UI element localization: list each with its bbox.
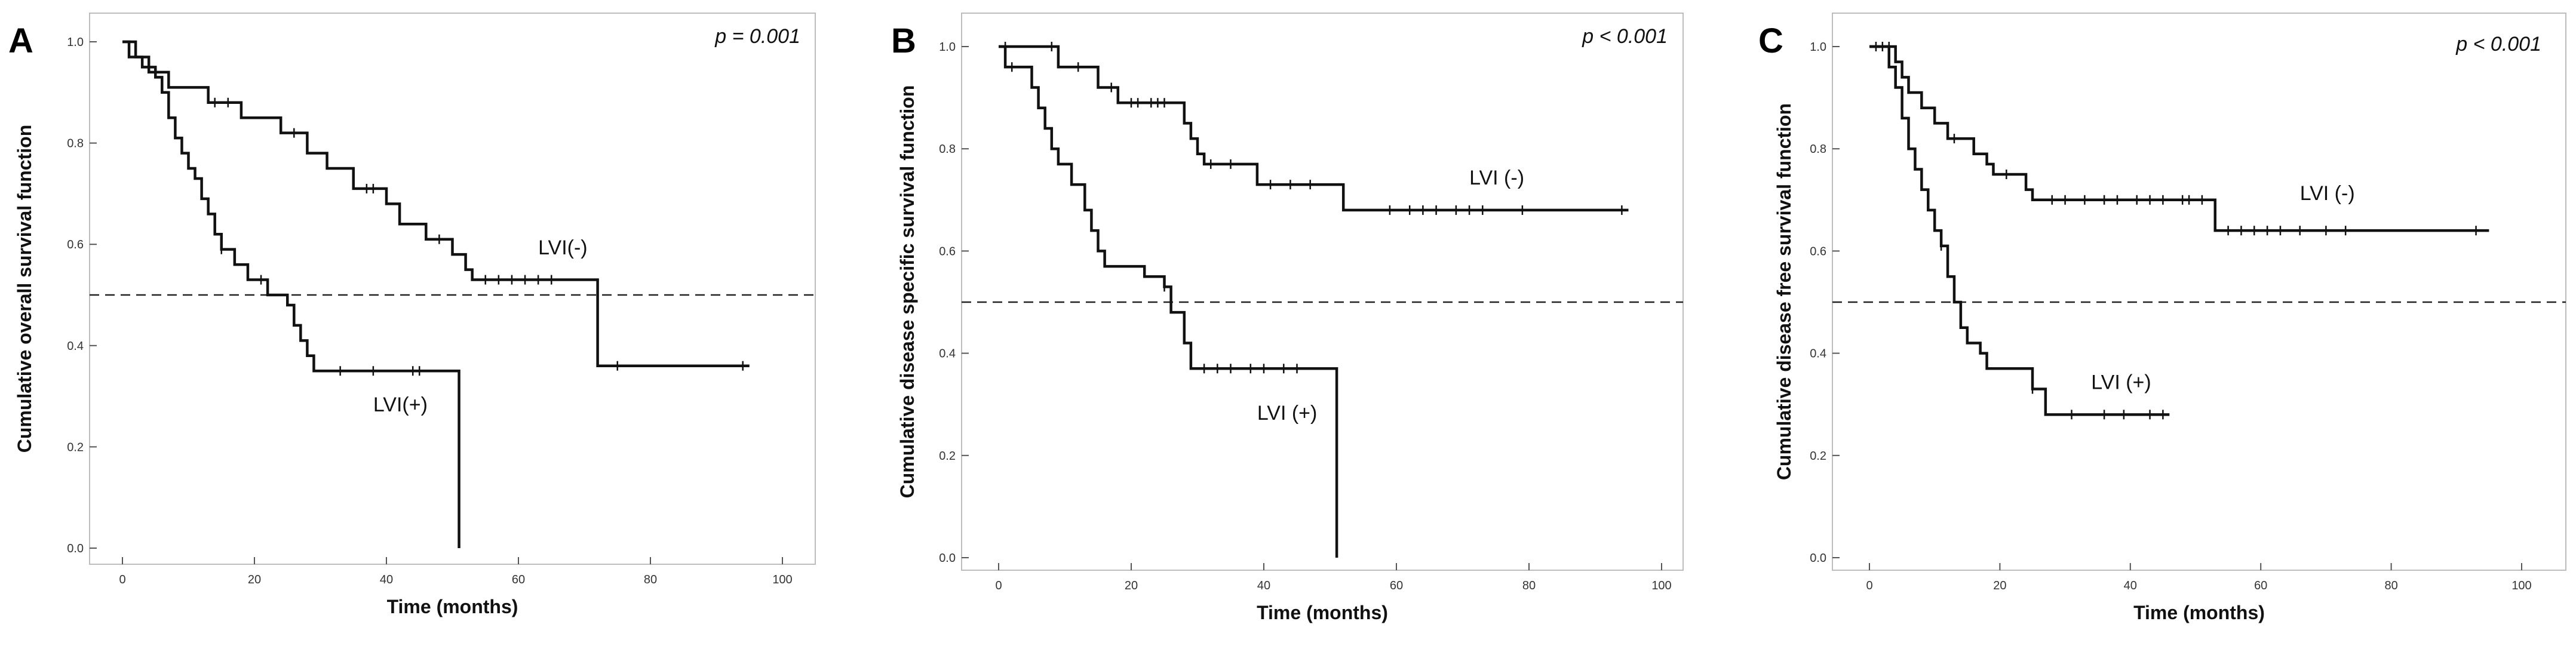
- y-axis-title-a: Cumulative overall survival function: [14, 125, 35, 453]
- p-value-c: p < 0.001: [2455, 33, 2541, 56]
- y-tick-label: 1.0: [1810, 41, 1826, 54]
- series-label-lvi: LVI (-): [1469, 167, 1524, 189]
- series-label-lvi: LVI (-): [2300, 182, 2355, 205]
- x-tick-label: 0: [119, 573, 125, 586]
- y-tick-label: 0.6: [67, 238, 84, 251]
- p-value-a: p = 0.001: [714, 25, 800, 48]
- x-tick-label: 20: [1993, 579, 2006, 592]
- km-curve-lvi: [999, 45, 1629, 212]
- y-tick-label: 1.0: [939, 41, 956, 54]
- km-curve-lvi: [999, 45, 1338, 558]
- x-tick-label: 80: [1522, 579, 1536, 592]
- y-tick-label: 0.2: [939, 450, 956, 463]
- x-axis-title-a: Time (months): [387, 596, 518, 617]
- x-tick-label: 20: [1125, 579, 1138, 592]
- y-tick-label: 0.0: [67, 542, 84, 555]
- x-tick-label: 100: [1651, 579, 1671, 592]
- plot-frame: [961, 13, 1684, 571]
- y-tick-label: 0.8: [1810, 143, 1826, 156]
- y-axis-title-c: Cumulative disease free survival functio…: [1773, 103, 1795, 480]
- plot-frame: [1832, 13, 2566, 571]
- x-tick-label: 40: [2124, 579, 2137, 592]
- x-tick-label: 20: [248, 573, 261, 586]
- p-value-b: p < 0.001: [1582, 25, 1668, 48]
- y-tick-label: 0.0: [939, 552, 956, 565]
- series-label-lvi: LVI (+): [2091, 371, 2151, 394]
- km-curve-lvi: [122, 40, 750, 367]
- x-tick-label: 0: [995, 579, 1002, 592]
- y-tick-label: 0.8: [939, 143, 956, 156]
- plot-frame: [89, 13, 816, 565]
- x-axis-title-c: Time (months): [2133, 602, 2265, 623]
- y-tick-label: 0.8: [67, 137, 84, 150]
- y-tick-label: 0.2: [1810, 450, 1826, 463]
- x-tick-label: 100: [2511, 579, 2531, 592]
- x-tick-label: 60: [512, 573, 525, 586]
- panel-letter-b: B: [891, 21, 916, 60]
- y-axis-title-b: Cumulative disease specific survival fun…: [896, 85, 918, 499]
- x-tick-label: 100: [772, 573, 792, 586]
- km-curve-lvi: [1869, 45, 2170, 416]
- y-tick-label: 0.4: [67, 340, 84, 353]
- y-tick-label: 0.2: [67, 441, 84, 454]
- km-curve-lvi: [122, 40, 460, 548]
- x-tick-label: 0: [1866, 579, 1872, 592]
- y-tick-label: 0.6: [939, 245, 956, 258]
- x-tick-label: 40: [380, 573, 393, 586]
- y-tick-label: 0.6: [1810, 245, 1826, 258]
- panel-letter-c: C: [1758, 21, 1783, 60]
- series-label-lvi: LVI(-): [538, 236, 587, 259]
- y-tick-label: 0.4: [939, 348, 956, 361]
- series-label-lvi: LVI (+): [1257, 402, 1317, 425]
- x-axis-title-b: Time (months): [1257, 602, 1388, 623]
- x-tick-label: 80: [644, 573, 657, 586]
- x-tick-label: 80: [2384, 579, 2397, 592]
- x-tick-label: 60: [1390, 579, 1403, 592]
- y-tick-label: 0.0: [1810, 552, 1826, 565]
- series-label-lvi: LVI(+): [373, 393, 428, 416]
- y-tick-label: 0.4: [1810, 348, 1826, 361]
- x-tick-label: 40: [1257, 579, 1270, 592]
- x-tick-label: 60: [2254, 579, 2267, 592]
- panel-letter-a: A: [8, 21, 33, 60]
- km-curve-lvi: [1869, 45, 2489, 232]
- y-tick-label: 1.0: [67, 36, 84, 49]
